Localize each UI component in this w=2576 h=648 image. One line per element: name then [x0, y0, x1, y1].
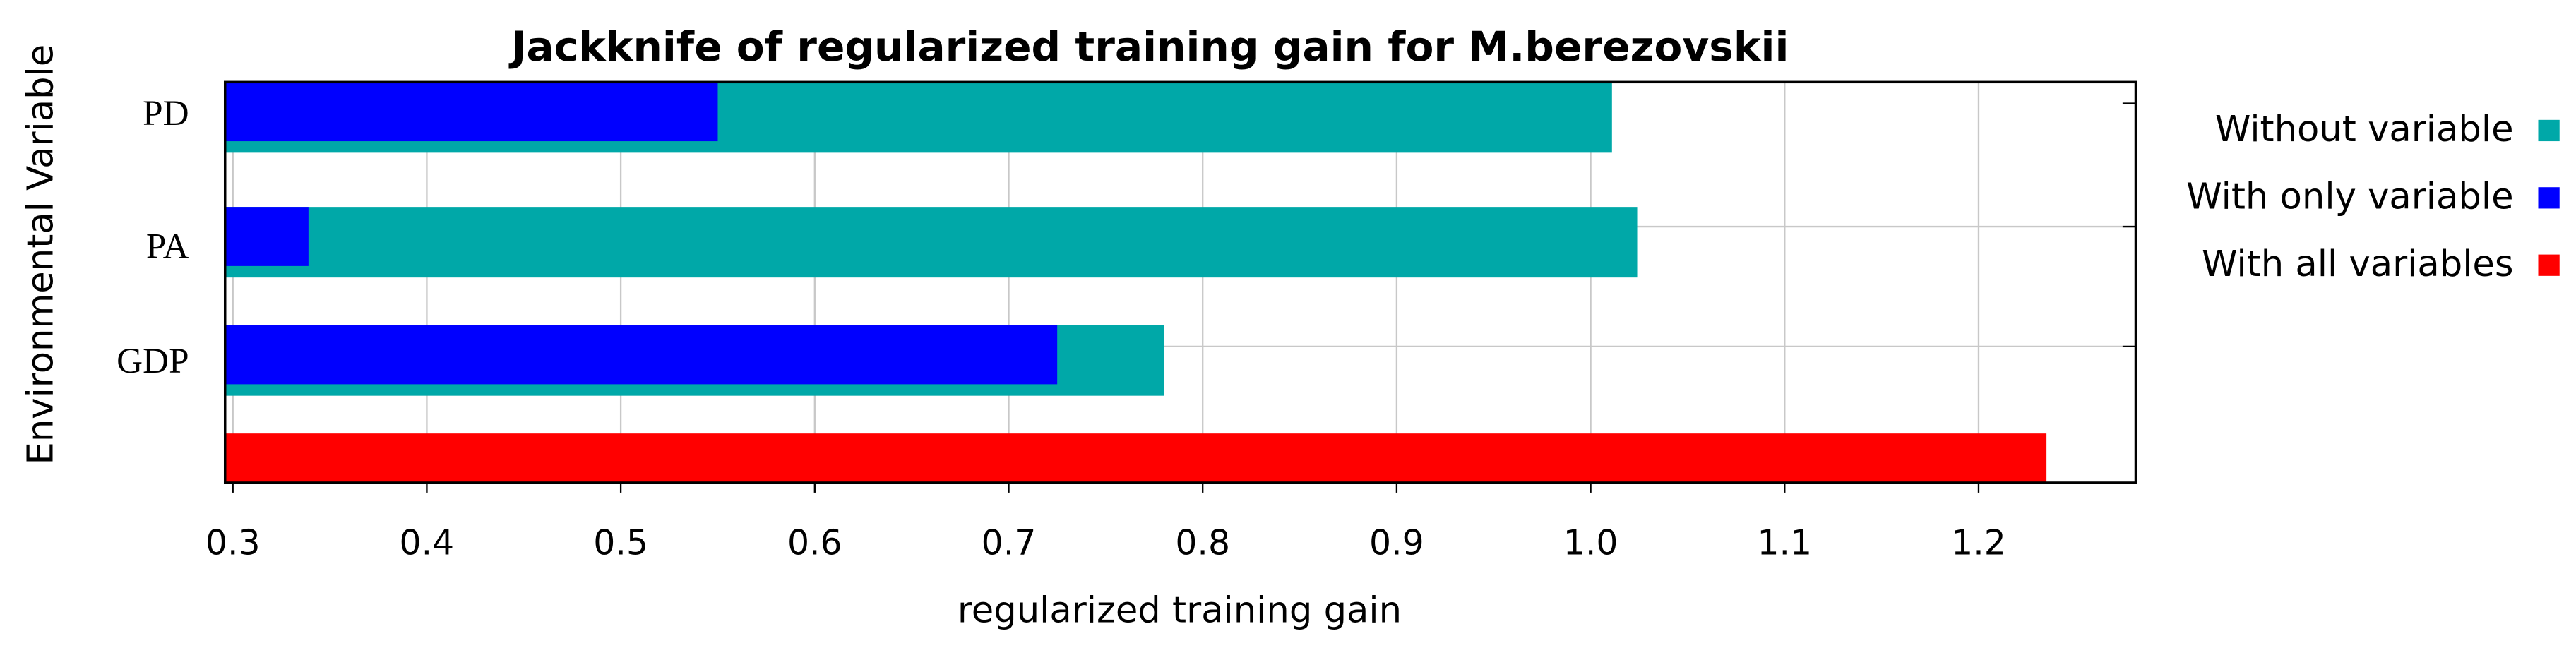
bar [225, 433, 2047, 483]
bar [225, 325, 1058, 385]
x-tick-label: 1.2 [1951, 522, 2006, 563]
bar [225, 207, 1638, 278]
x-axis-label: regularized training gain [958, 589, 1402, 632]
y-axis-label: Environmental Variable [19, 44, 61, 465]
x-tick-label: 0.7 [982, 522, 1037, 563]
plot-frame [223, 80, 2137, 484]
x-tick-label: 1.1 [1757, 522, 1812, 563]
legend-label: With all variables [2202, 243, 2514, 285]
chart-title: Jackknife of regularized training gain f… [508, 23, 1789, 71]
x-tick-label: 1.0 [1563, 522, 1618, 563]
bar [225, 82, 718, 142]
legend-swatch [2538, 187, 2560, 209]
x-tick-label: 0.9 [1369, 522, 1424, 563]
y-tick-label: GDP [117, 341, 189, 381]
legend-label: Without variable [2215, 108, 2514, 150]
y-tick-label: PA [146, 226, 189, 266]
bar [225, 207, 309, 266]
x-tick-label: 0.4 [400, 522, 455, 563]
x-tick-label: 0.6 [787, 522, 842, 563]
y-tick-label: PD [143, 93, 189, 133]
x-tick-label: 0.8 [1175, 522, 1230, 563]
x-tick-label: 0.5 [593, 522, 648, 563]
legend-label: With only variable [2186, 175, 2513, 217]
legend-swatch [2538, 254, 2560, 276]
legend-swatch [2538, 119, 2560, 142]
x-tick-label: 0.3 [205, 522, 261, 563]
